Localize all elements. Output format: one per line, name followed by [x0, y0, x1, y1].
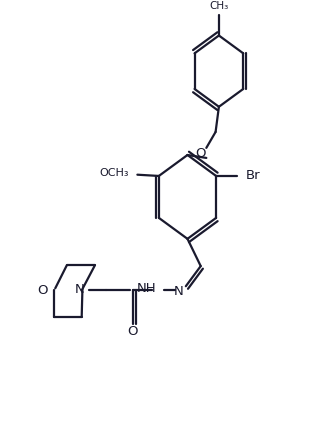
- Text: O: O: [37, 284, 47, 297]
- Text: NH: NH: [137, 282, 157, 295]
- Text: OCH₃: OCH₃: [99, 167, 128, 178]
- Text: O: O: [196, 147, 206, 160]
- Text: N: N: [75, 283, 84, 296]
- Text: N: N: [174, 285, 184, 298]
- Text: CH₃: CH₃: [209, 1, 228, 11]
- Text: Br: Br: [246, 170, 261, 182]
- Text: O: O: [127, 324, 138, 338]
